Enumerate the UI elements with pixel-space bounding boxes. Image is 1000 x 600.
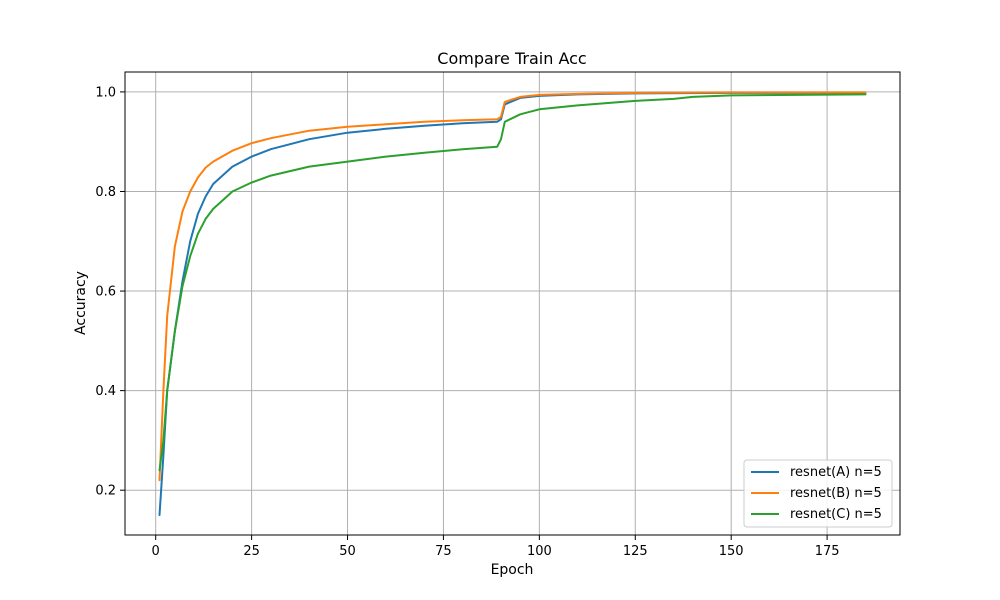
- chart-title: Compare Train Acc: [437, 49, 586, 68]
- x-tick-label: 50: [339, 544, 356, 559]
- series-layer: [158, 91, 867, 517]
- x-axis-ticks: 0 25 50 75 100 125 150 175: [152, 535, 840, 559]
- legend-label-resnet-c: resnet(C) n=5: [790, 507, 882, 522]
- y-tick-label: 0.8: [95, 185, 116, 200]
- x-tick-label: 125: [623, 544, 648, 559]
- y-axis-label: Accuracy: [73, 271, 89, 335]
- x-tick-label: 100: [527, 544, 552, 559]
- x-axis-label: Epoch: [491, 562, 534, 578]
- x-tick-label: 175: [815, 544, 840, 559]
- y-tick-label: 0.4: [95, 384, 116, 399]
- x-tick-label: 25: [243, 544, 260, 559]
- x-tick-label: 0: [152, 544, 160, 559]
- legend-label-resnet-a: resnet(A) n=5: [790, 465, 882, 480]
- y-tick-label: 1.0: [95, 85, 116, 100]
- y-tick-label: 0.6: [95, 285, 116, 300]
- legend-box: [743, 459, 893, 528]
- x-tick-label: 150: [719, 544, 744, 559]
- y-tick-label: 0.2: [95, 484, 116, 499]
- x-tick-label: 75: [435, 544, 452, 559]
- y-axis-ticks: 0.2 0.4 0.6 0.8 1.0: [95, 85, 125, 499]
- series-line-1: [158, 91, 867, 482]
- plot-area-frame: [124, 71, 901, 536]
- series-line-2: [158, 93, 867, 472]
- legend: resnet(A) n=5 resnet(B) n=5 resnet(C) n=…: [743, 459, 893, 528]
- grid: [125, 72, 900, 535]
- legend-label-resnet-b: resnet(B) n=5: [790, 486, 882, 501]
